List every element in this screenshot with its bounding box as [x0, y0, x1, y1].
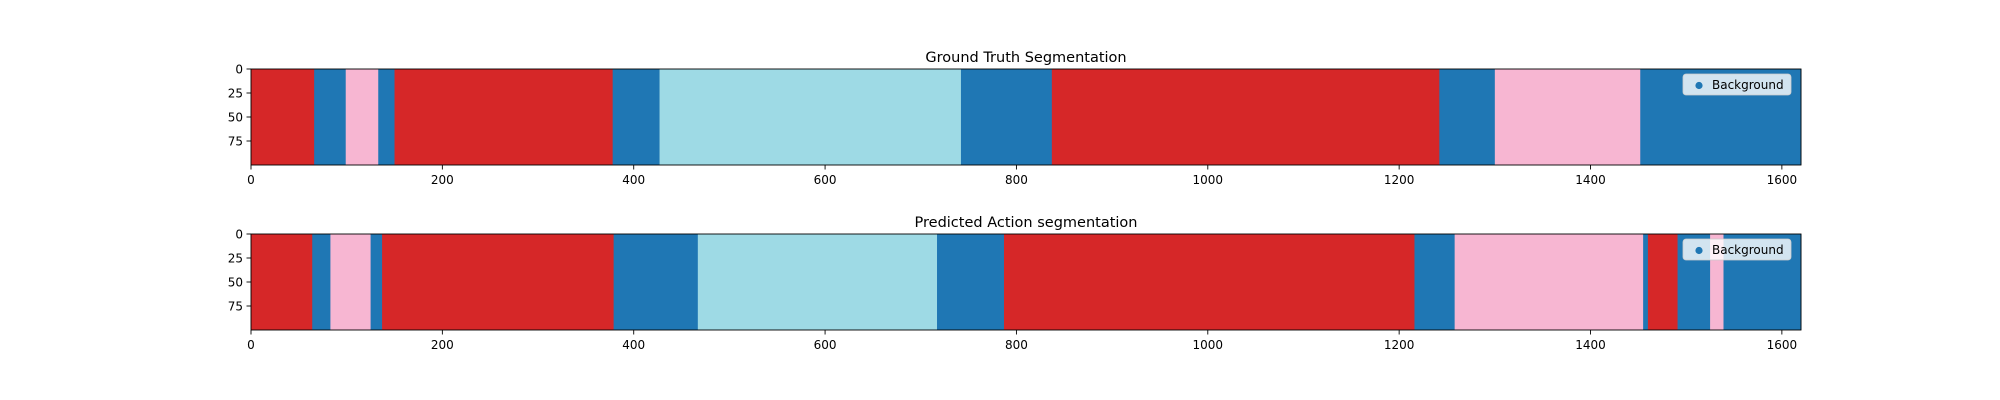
x-tick-label: 1600 [1767, 173, 1798, 187]
x-tick-label: 200 [431, 173, 454, 187]
legend-box [1682, 238, 1792, 261]
x-tick-label: 600 [814, 173, 837, 187]
y-tick-label: 0 [235, 228, 243, 242]
segment-2 [330, 234, 371, 330]
x-tick-label: 0 [247, 338, 255, 352]
segment-11 [1643, 234, 1649, 330]
segment-1 [312, 234, 331, 330]
segment-1 [314, 69, 347, 165]
segment-5 [612, 69, 660, 165]
x-tick-label: 400 [622, 338, 645, 352]
segment-8 [1003, 234, 1415, 330]
segment-3 [378, 69, 395, 165]
x-tick-label: 1400 [1575, 338, 1606, 352]
y-tick-label: 50 [228, 111, 243, 125]
segment-5 [613, 234, 699, 330]
y-tick-label: 0 [235, 63, 243, 77]
segment-3 [370, 234, 383, 330]
x-tick-label: 1200 [1384, 173, 1415, 187]
segment-7 [937, 234, 1005, 330]
y-tick-label: 75 [228, 135, 243, 149]
y-tick-label: 25 [228, 252, 243, 266]
segment-9 [1414, 234, 1456, 330]
segment-10 [1494, 69, 1641, 165]
x-tick-label: 0 [247, 173, 255, 187]
segment-9 [1439, 69, 1496, 165]
segment-4 [382, 234, 615, 330]
legend-box [1682, 73, 1792, 96]
segment-8 [1051, 69, 1440, 165]
x-tick-label: 400 [622, 173, 645, 187]
segment-0 [251, 69, 315, 165]
segment-0 [251, 234, 313, 330]
chart-title: Ground Truth Segmentation [925, 50, 1126, 66]
chart-title: Predicted Action segmentation [915, 215, 1138, 231]
segment-10 [1454, 234, 1644, 330]
segment-6 [659, 69, 962, 165]
legend-label: Background [1712, 78, 1784, 92]
x-tick-label: 1400 [1575, 173, 1606, 187]
x-tick-label: 200 [431, 338, 454, 352]
x-tick-label: 600 [814, 338, 837, 352]
x-tick-label: 800 [1005, 338, 1028, 352]
x-tick-label: 1000 [1193, 173, 1224, 187]
segment-4 [394, 69, 614, 165]
y-tick-label: 25 [228, 87, 243, 101]
legend-marker [1695, 246, 1703, 255]
segment-2 [345, 69, 379, 165]
legend-marker [1695, 81, 1703, 90]
x-tick-label: 800 [1005, 173, 1028, 187]
x-tick-label: 1200 [1384, 338, 1415, 352]
x-tick-label: 1600 [1767, 338, 1798, 352]
legend-label: Background [1712, 243, 1784, 257]
x-tick-label: 1000 [1193, 338, 1224, 352]
segment-12 [1647, 234, 1678, 330]
segment-7 [960, 69, 1053, 165]
predicted-panel: 0 200 400 600 800 1000 1200 1400 1600 0 25 50 75 Pred… [228, 215, 1802, 352]
y-tick-label: 75 [228, 300, 243, 314]
y-tick-label: 50 [228, 276, 243, 290]
ground-truth-panel: 0 200 400 600 800 1000 1200 1400 1600 0 25 50 75 Grou… [228, 50, 1802, 187]
segment-6 [697, 234, 938, 330]
